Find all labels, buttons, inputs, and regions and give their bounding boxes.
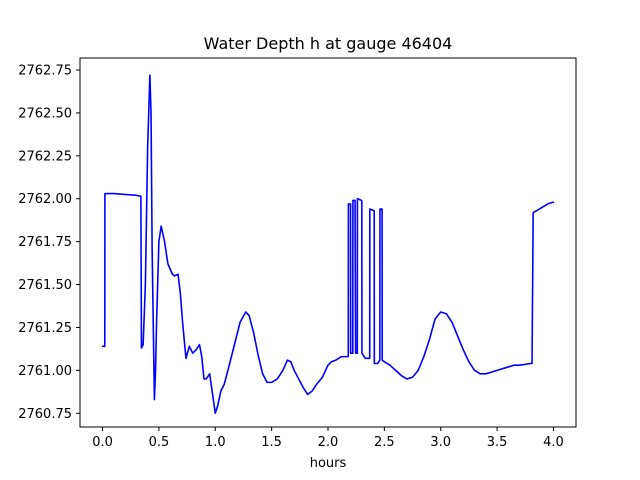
- x-axis-label: hours: [310, 456, 347, 471]
- y-tick-label: 2761.00: [18, 364, 72, 379]
- y-tick-label: 2760.75: [18, 407, 72, 422]
- y-tick-label: 2762.50: [18, 106, 72, 121]
- x-tick-label: 1.0: [205, 435, 226, 450]
- y-tick-label: 2761.25: [18, 321, 72, 336]
- y-tick-label: 2762.00: [18, 192, 72, 207]
- plot-area-frame: [79, 57, 577, 428]
- x-tick-label: 1.5: [261, 435, 282, 450]
- y-tick-label: 2761.50: [18, 278, 72, 293]
- y-tick-label: 2762.75: [18, 64, 72, 79]
- chart-title: Water Depth h at gauge 46404: [204, 34, 453, 53]
- x-tick-label: 2.0: [318, 435, 339, 450]
- x-tick-label: 4.0: [543, 435, 564, 450]
- x-tick-label: 3.5: [487, 435, 508, 450]
- x-tick-label: 0.0: [92, 435, 113, 450]
- y-axis-ticks: 2760.75 2761.00 2761.25 2761.50 2761.75 2762.…: [18, 64, 80, 422]
- series-line-0: [101, 74, 555, 415]
- series-layer: [101, 74, 555, 415]
- x-tick-label: 2.5: [374, 435, 395, 450]
- y-tick-label: 2762.25: [18, 149, 72, 164]
- x-tick-label: 3.0: [430, 435, 451, 450]
- x-tick-label: 0.5: [149, 435, 170, 450]
- y-tick-label: 2761.75: [18, 235, 72, 250]
- x-axis-ticks: 0.0 0.5 1.0 1.5 2.0 2.5 3.0 3.5 4.0: [92, 427, 564, 450]
